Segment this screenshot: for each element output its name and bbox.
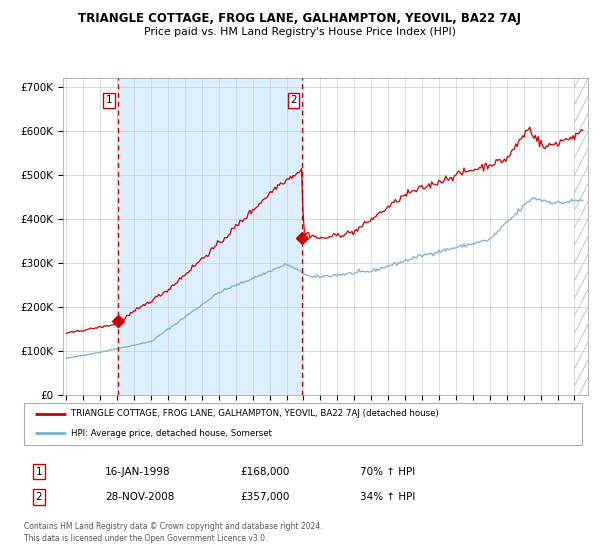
Text: HPI: Average price, detached house, Somerset: HPI: Average price, detached house, Some… (71, 429, 272, 438)
Text: TRIANGLE COTTAGE, FROG LANE, GALHAMPTON, YEOVIL, BA22 7AJ (detached house): TRIANGLE COTTAGE, FROG LANE, GALHAMPTON,… (71, 409, 439, 418)
FancyBboxPatch shape (24, 403, 582, 445)
Text: 28-NOV-2008: 28-NOV-2008 (105, 492, 175, 502)
Text: 2: 2 (35, 492, 43, 502)
Text: Contains HM Land Registry data © Crown copyright and database right 2024.
This d: Contains HM Land Registry data © Crown c… (24, 522, 323, 543)
Text: 70% ↑ HPI: 70% ↑ HPI (360, 466, 415, 477)
Text: 16-JAN-1998: 16-JAN-1998 (105, 466, 170, 477)
Text: 1: 1 (35, 466, 43, 477)
Text: 34% ↑ HPI: 34% ↑ HPI (360, 492, 415, 502)
Text: £357,000: £357,000 (240, 492, 289, 502)
Text: 1: 1 (106, 95, 113, 105)
Bar (118, 78, 302, 395)
Text: 2: 2 (290, 95, 297, 105)
Text: TRIANGLE COTTAGE, FROG LANE, GALHAMPTON, YEOVIL, BA22 7AJ: TRIANGLE COTTAGE, FROG LANE, GALHAMPTON,… (79, 12, 521, 25)
Text: Price paid vs. HM Land Registry's House Price Index (HPI): Price paid vs. HM Land Registry's House … (144, 27, 456, 37)
Text: £168,000: £168,000 (240, 466, 289, 477)
